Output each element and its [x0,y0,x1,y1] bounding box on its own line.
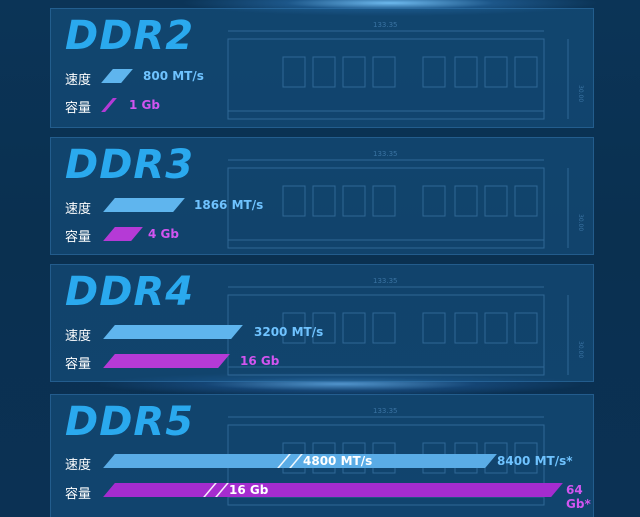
side-dimension-label: 30.00 [577,85,584,102]
capacity-label: 容量 [65,487,92,502]
dimension-label: 133.35 [373,21,398,29]
capacity-value: 16 Gb [229,483,269,497]
ram-module-outline: 133.35 30.00 [223,144,593,254]
capacity-label: 容量 [65,101,92,116]
ddr5-panel: 133.35 DDR5 速度 4800 MT/s 8400 MT/s* 容量 1… [50,394,594,517]
speed-bar [103,198,185,212]
dimension-label: 133.35 [373,150,398,158]
generation-title: DDR2 [65,13,195,59]
capacity-bar-max [103,483,563,497]
side-dimension-label: 30.00 [577,341,584,358]
ram-module-outline: 133.35 30.00 [223,15,593,125]
speed-label: 速度 [65,329,92,344]
dimension-label: 133.35 [373,277,398,285]
capacity-label: 容量 [65,230,92,245]
speed-value: 800 MT/s [143,69,204,83]
speed-label: 速度 [65,202,92,217]
ddr2-panel: 133.35 30.00 DDR2 速度 800 MT/s 容量 1 Gb [50,8,594,128]
speed-value: 1866 MT/s [194,198,264,212]
speed-bar [101,69,133,83]
capacity-bar [101,98,117,112]
generation-title: DDR4 [65,269,195,315]
capacity-value: 16 Gb [240,354,280,368]
generation-title: DDR3 [65,142,195,188]
ddr4-panel: 133.35 30.00 DDR4 速度 3200 MT/s 容量 16 Gb [50,264,594,382]
side-dimension-label: 30.00 [577,214,584,231]
speed-max-value: 8400 MT/s* [497,454,573,468]
ram-module-outline: 133.35 30.00 [223,271,593,381]
speed-label: 速度 [65,73,92,88]
speed-bar [103,325,243,339]
capacity-value: 1 Gb [129,98,160,112]
capacity-bar [103,227,143,241]
speed-value: 3200 MT/s [254,325,324,339]
speed-value: 4800 MT/s [303,454,373,468]
generation-title: DDR5 [65,399,195,445]
capacity-value: 4 Gb [148,227,179,241]
ddr3-panel: 133.35 30.00 DDR3 速度 1866 MT/s 容量 4 Gb [50,137,594,255]
dimension-label: 133.35 [373,407,398,415]
speed-label: 速度 [65,458,92,473]
capacity-max-value: 64 Gb* [566,483,591,511]
capacity-label: 容量 [65,357,92,372]
capacity-bar [103,354,230,368]
